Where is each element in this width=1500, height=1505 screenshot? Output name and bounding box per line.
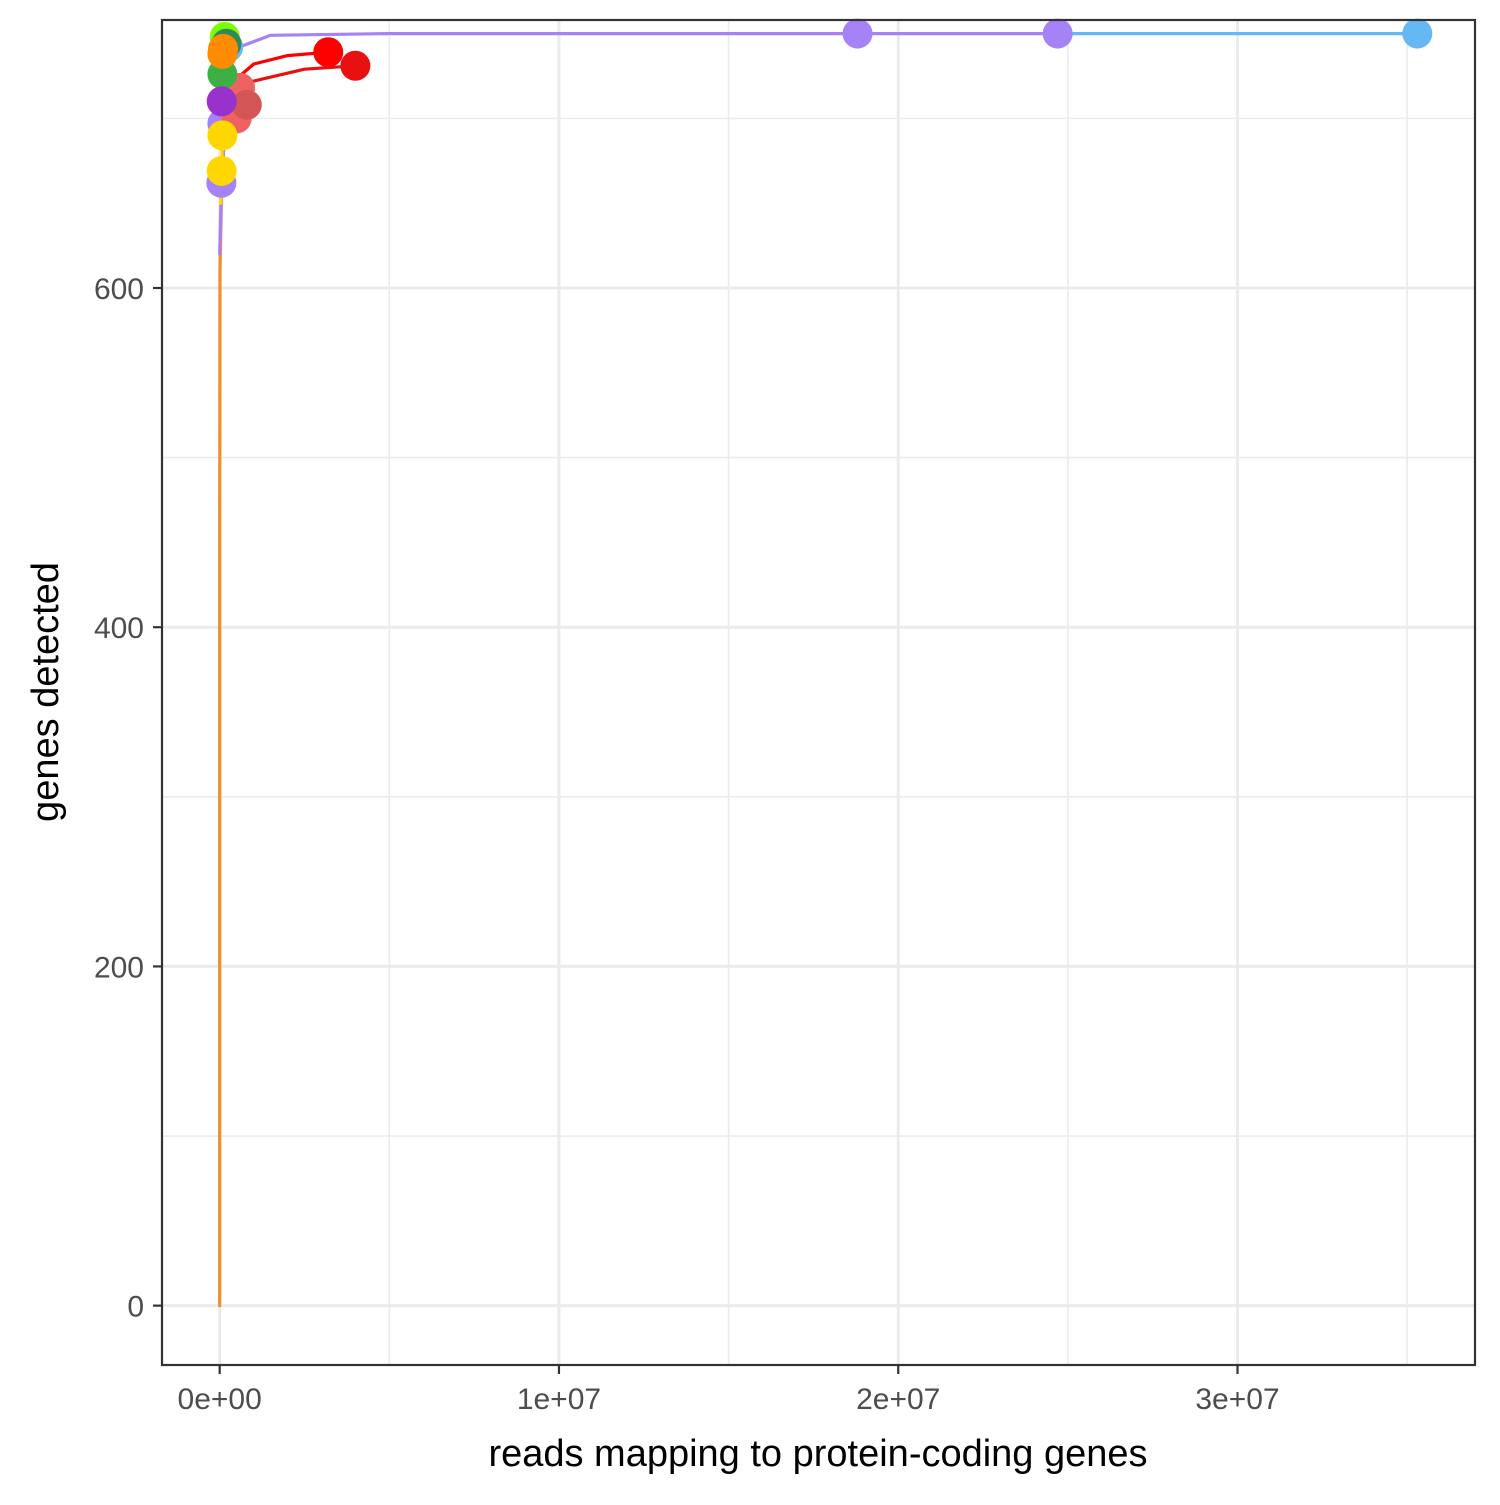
x-tick-label: 1e+07 <box>517 1383 601 1416</box>
panel-border <box>160 18 1477 1367</box>
grid-layer <box>162 20 1475 1365</box>
data-point-series-3 <box>1402 18 1433 49</box>
x-tick-label: 3e+07 <box>1195 1383 1279 1416</box>
panel-background <box>162 20 1475 1365</box>
data-point-series-13 <box>208 33 239 64</box>
data-point-series-12 <box>207 120 238 151</box>
y-tick-label: 400 <box>94 612 144 645</box>
x-tick-label: 0e+00 <box>178 1383 262 1416</box>
y-tick-label: 0 <box>127 1291 144 1324</box>
data-point-series-11 <box>206 86 237 117</box>
data-point-series-5 <box>340 50 371 81</box>
y-tick-label: 200 <box>94 951 144 984</box>
data-point-series-4 <box>313 37 344 68</box>
data-point-series-2 <box>1042 18 1073 49</box>
x-axis-title: reads mapping to protein-coding genes <box>488 1433 1147 1475</box>
series-layer <box>206 18 1433 1308</box>
x-tick-label: 2e+07 <box>856 1383 940 1416</box>
y-tick-label: 600 <box>94 273 144 306</box>
data-point-series-7 <box>231 89 262 120</box>
y-axis-title: genes detected <box>25 562 67 822</box>
data-point-series-2 <box>842 18 873 49</box>
axis-layer: 0e+00 1e+07 2e+07 3e+07 0 200 400 600 <box>94 273 1280 1416</box>
data-point-series-12 <box>206 155 237 186</box>
